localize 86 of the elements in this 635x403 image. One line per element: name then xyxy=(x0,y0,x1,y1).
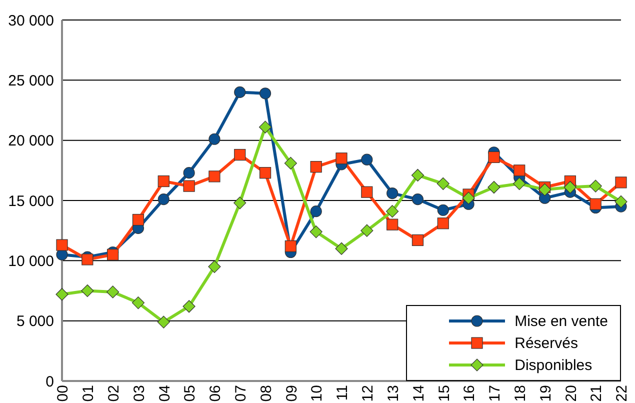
x-tick-label: 17 xyxy=(486,385,504,402)
x-tick-label: 18 xyxy=(512,385,530,402)
point xyxy=(412,234,424,246)
point xyxy=(183,180,195,192)
point xyxy=(284,240,296,252)
point xyxy=(56,288,68,301)
x-tick-label: 08 xyxy=(258,385,275,402)
x-tick-label: 11 xyxy=(334,385,352,401)
point xyxy=(412,193,424,206)
x-tick-label: 21 xyxy=(588,385,606,402)
point xyxy=(284,156,297,170)
point xyxy=(259,88,272,100)
x-tick-label: 12 xyxy=(360,385,377,402)
point xyxy=(564,180,576,194)
point xyxy=(361,186,373,198)
point xyxy=(158,193,170,206)
point xyxy=(208,133,220,145)
point xyxy=(361,154,373,166)
point xyxy=(132,214,144,226)
x-tick-label: 15 xyxy=(436,385,453,402)
point xyxy=(107,248,119,260)
point xyxy=(310,161,322,173)
point xyxy=(82,254,94,266)
x-tick-label: 02 xyxy=(105,385,122,402)
y-tick-label: 20 000 xyxy=(8,132,54,150)
y-tick-label: 0 xyxy=(46,373,54,390)
point xyxy=(462,192,475,204)
y-tick-label: 10 000 xyxy=(8,252,54,270)
x-tick-label: 22 xyxy=(614,385,631,402)
point xyxy=(437,218,449,230)
point xyxy=(208,260,221,273)
point xyxy=(386,218,398,230)
x-tick-label: 03 xyxy=(130,385,148,402)
x-tick-label: 01 xyxy=(80,385,98,402)
point xyxy=(56,239,68,251)
y-tick-label: 5 000 xyxy=(16,313,54,330)
point xyxy=(208,170,220,182)
point xyxy=(360,224,374,237)
point xyxy=(488,180,500,194)
legend-label: Mise en vente xyxy=(514,312,608,330)
point xyxy=(336,152,348,164)
x-tick-label: 06 xyxy=(207,385,224,402)
point xyxy=(259,167,272,179)
point xyxy=(81,284,94,298)
x-tick-label: 13 xyxy=(384,385,402,402)
point xyxy=(234,196,246,210)
point xyxy=(310,225,322,238)
x-tick-label: 04 xyxy=(156,385,174,402)
point xyxy=(386,187,398,200)
point xyxy=(183,167,195,179)
point xyxy=(234,86,246,98)
point xyxy=(106,286,120,298)
point xyxy=(590,198,602,210)
point xyxy=(258,120,272,134)
point xyxy=(182,300,196,313)
point xyxy=(157,316,170,328)
y-tick-label: 25 000 xyxy=(8,72,54,90)
point xyxy=(386,205,399,218)
x-tick-label: 19 xyxy=(537,385,554,402)
point xyxy=(589,180,602,192)
y-tick-label: 15 000 xyxy=(8,192,54,210)
point xyxy=(310,206,322,218)
y-tick-label: 30 000 xyxy=(8,12,54,30)
point xyxy=(514,164,526,176)
legend-label: Disponibles xyxy=(514,356,592,374)
x-tick-label: 07 xyxy=(232,385,250,402)
point xyxy=(335,242,348,255)
x-tick-label: 20 xyxy=(562,385,580,402)
point xyxy=(614,195,628,208)
point xyxy=(488,151,500,163)
point xyxy=(513,177,526,190)
point xyxy=(436,177,450,190)
point xyxy=(615,176,627,188)
x-tick-label: 14 xyxy=(410,385,428,402)
legend-label: Réservés xyxy=(514,334,578,352)
point xyxy=(437,204,449,216)
point xyxy=(234,148,246,161)
point xyxy=(132,296,145,310)
x-tick-label: 16 xyxy=(461,385,478,402)
x-tick-label: 00 xyxy=(54,385,72,402)
x-tick-label: 05 xyxy=(182,385,199,402)
x-tick-label: 10 xyxy=(308,385,326,402)
point xyxy=(538,183,552,196)
x-tick-label: 09 xyxy=(283,385,300,402)
point xyxy=(411,168,424,182)
point xyxy=(158,175,170,188)
